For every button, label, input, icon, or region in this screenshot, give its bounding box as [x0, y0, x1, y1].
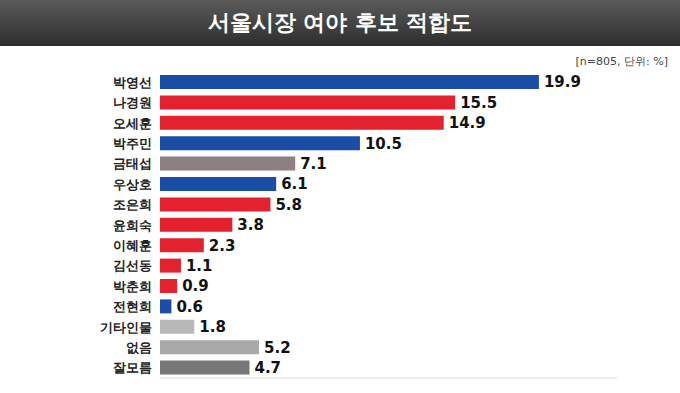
svg-text:14.9: 14.9 [449, 114, 486, 132]
svg-text:박춘희: 박춘희 [113, 279, 152, 294]
svg-text:나경원: 나경원 [113, 95, 152, 110]
svg-text:15.5: 15.5 [460, 94, 497, 112]
svg-text:6.1: 6.1 [281, 175, 308, 193]
svg-text:없음: 없음 [126, 340, 152, 355]
svg-text:5.2: 5.2 [264, 339, 291, 357]
svg-text:이혜훈: 이혜훈 [113, 238, 152, 253]
svg-text:2.3: 2.3 [209, 237, 236, 255]
html-text:[n=805, 단위: %]: [n=805, 단위: %] [575, 55, 668, 68]
html-text:서울시장 여야 후보 적합도: 서울시장 여야 후보 적합도 [207, 10, 473, 35]
svg-text:4.7: 4.7 [254, 359, 281, 377]
svg-text:우상호: 우상호 [113, 177, 152, 192]
svg-text:김선동: 김선동 [113, 258, 152, 273]
svg-text:1.1: 1.1 [186, 257, 213, 275]
svg-text:19.9: 19.9 [544, 73, 581, 91]
svg-text:잘모름: 잘모름 [113, 360, 152, 375]
svg-text:윤희숙: 윤희숙 [113, 218, 152, 233]
svg-text:금태섭: 금태섭 [113, 156, 152, 171]
svg-text:3.8: 3.8 [237, 216, 264, 234]
svg-text:0.6: 0.6 [176, 298, 203, 316]
svg-text:0.9: 0.9 [182, 277, 209, 295]
svg-text:전현희: 전현희 [113, 299, 152, 314]
svg-text:박주민: 박주민 [113, 136, 152, 151]
svg-text:기타인물: 기타인물 [100, 320, 152, 335]
svg-text:5.8: 5.8 [275, 196, 302, 214]
svg-text:오세훈: 오세훈 [113, 116, 152, 131]
svg-text:박영선: 박영선 [113, 75, 152, 90]
svg-text:1.8: 1.8 [199, 318, 226, 336]
svg-text:조은희: 조은희 [113, 197, 152, 212]
svg-text:10.5: 10.5 [365, 135, 402, 153]
svg-text:7.1: 7.1 [300, 155, 327, 173]
